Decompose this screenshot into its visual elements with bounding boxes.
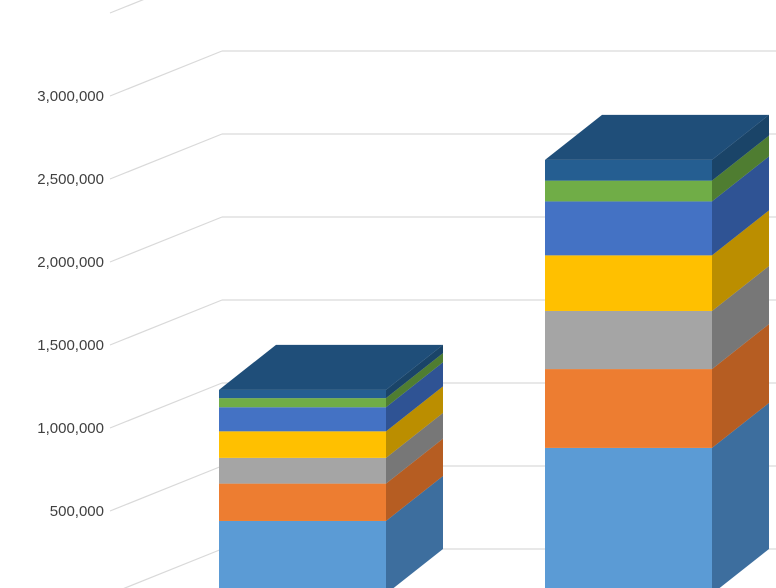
bar-top (219, 344, 443, 390)
bar-segment (545, 201, 712, 256)
bars (219, 114, 769, 588)
bar-segment (219, 431, 386, 458)
bar-segment (219, 483, 386, 521)
bar-segment-side (712, 156, 769, 256)
bar-segment (219, 389, 386, 399)
gridline-diagonal (109, 465, 223, 512)
bar-segment (545, 255, 712, 311)
bar-segment-side (386, 353, 443, 408)
bar-segment (545, 310, 712, 370)
y-tick-label: 1,000,000 (37, 420, 104, 437)
gridline-diagonal (109, 133, 223, 180)
bar-segment-side (386, 438, 443, 521)
bar-segment (219, 520, 386, 588)
gridline-diagonal (109, 299, 223, 346)
bar-segment-side (386, 362, 443, 432)
bar-top (545, 114, 769, 160)
bar-segment-side (386, 412, 443, 484)
gridline-diagonal (109, 50, 223, 97)
y-tick-label: 2,500,000 (37, 171, 104, 188)
bar-segment-side (712, 114, 769, 181)
bar-segment (219, 457, 386, 484)
y-tick-label: 1,500,000 (37, 337, 104, 354)
bar-segment-side (386, 475, 443, 588)
bar-segment (545, 180, 712, 202)
bar-segment-side (386, 344, 443, 399)
bar-segment-side (712, 265, 769, 370)
bar-segment (545, 447, 712, 588)
bar-segment-side (386, 386, 443, 458)
bar-segment (219, 398, 386, 408)
bar-segment-side (712, 210, 769, 311)
gridline-diagonal (123, 548, 223, 588)
gridline-diagonal (109, 0, 144, 14)
y-axis-tick-labels: 500,000 1,000,000 1,500,000 2,000,000 2,500,… (37, 88, 104, 520)
bar-segment (219, 407, 386, 432)
bar-segment (545, 159, 712, 181)
gridline-diagonal (109, 382, 223, 429)
bar-segment-side (712, 324, 769, 448)
y-tick-label: 3,000,000 (37, 88, 104, 105)
bar-segment (545, 369, 712, 448)
bar-segment-side (712, 402, 769, 588)
y-tick-label: 2,000,000 (37, 254, 104, 271)
y-tick-label: 500,000 (50, 503, 104, 520)
bar-segment-side (712, 135, 769, 202)
gridline-diagonal (109, 216, 223, 263)
